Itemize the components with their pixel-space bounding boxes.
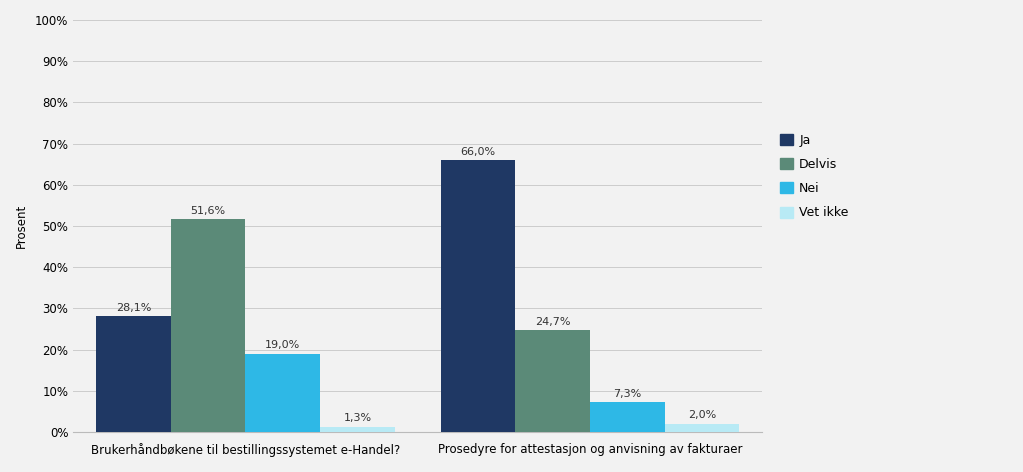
Text: 1,3%: 1,3% <box>344 413 371 423</box>
Text: 2,0%: 2,0% <box>687 410 716 421</box>
Text: 24,7%: 24,7% <box>535 317 571 327</box>
Bar <box>246 354 320 432</box>
Legend: Ja, Delvis, Nei, Vet ikke: Ja, Delvis, Nei, Vet ikke <box>775 129 853 224</box>
Text: 51,6%: 51,6% <box>190 206 226 216</box>
Text: 19,0%: 19,0% <box>265 340 301 350</box>
Y-axis label: Prosent: Prosent <box>15 204 28 248</box>
Text: 28,1%: 28,1% <box>116 303 151 313</box>
Text: 66,0%: 66,0% <box>460 147 495 157</box>
Bar <box>590 402 665 432</box>
Text: 7,3%: 7,3% <box>613 388 641 398</box>
Bar <box>441 160 516 432</box>
Bar <box>516 330 590 432</box>
Bar <box>320 427 395 432</box>
Bar <box>171 219 246 432</box>
Bar <box>96 316 171 432</box>
Bar <box>665 424 740 432</box>
